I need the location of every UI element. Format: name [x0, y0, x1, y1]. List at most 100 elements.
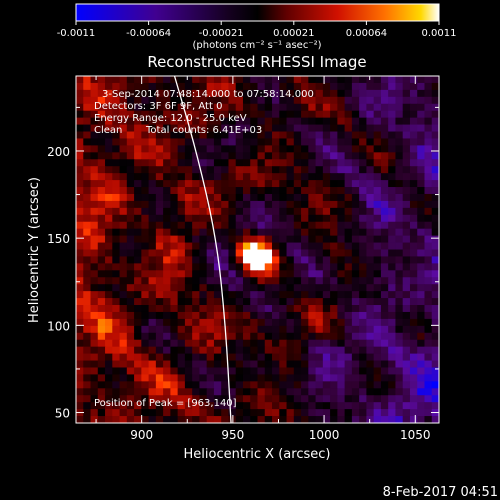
heatmap-cell: [83, 291, 92, 299]
heatmap-cell: [344, 277, 353, 285]
heatmap-cell: [380, 277, 389, 285]
heatmap-cell: [279, 124, 288, 133]
heatmap-cell: [301, 131, 309, 139]
heatmap-cell: [330, 388, 338, 396]
heatmap-cell: [155, 187, 164, 195]
heatmap-cell: [170, 180, 179, 188]
heatmap-cell: [83, 76, 92, 84]
heatmap-cell: [76, 360, 84, 368]
heatmap-cell: [134, 110, 142, 119]
heatmap-cell: [351, 311, 360, 320]
heatmap-cell: [155, 298, 164, 306]
heatmap-cell: [163, 193, 171, 202]
heatmap-cell: [228, 402, 237, 410]
heatmap-cell: [83, 353, 92, 362]
heatmap-cell: [409, 193, 418, 202]
heatmap-cell: [417, 103, 425, 112]
heatmap-cell: [221, 409, 229, 417]
heatmap-cell: [322, 235, 331, 244]
heatmap-cell: [315, 207, 324, 216]
heatmap-cell: [235, 200, 244, 209]
heatmap-cell: [337, 409, 346, 417]
heatmap-cell: [402, 318, 411, 327]
heatmap-cell: [76, 332, 84, 341]
heatmap-cell: [344, 166, 353, 174]
heatmap-cell: [330, 166, 338, 174]
heatmap-cell: [337, 152, 346, 160]
y-tick-label: 150: [47, 232, 70, 246]
heatmap-cell: [155, 388, 164, 396]
heatmap-cell: [264, 318, 273, 327]
heatmap-cell: [417, 284, 425, 292]
heatmap-cell: [163, 298, 171, 306]
heatmap-cell: [141, 96, 150, 105]
heatmap-cell: [228, 110, 237, 119]
heatmap-cell: [242, 249, 251, 257]
heatmap-cell: [184, 131, 193, 139]
heatmap-cell: [373, 166, 382, 174]
heatmap-cell: [330, 402, 338, 410]
heatmap-cell: [417, 152, 425, 160]
heatmap-cell: [409, 395, 418, 403]
heatmap-cell: [322, 145, 331, 153]
heatmap-cell: [192, 256, 200, 264]
heatmap-cell: [155, 138, 164, 146]
heatmap-cell: [97, 263, 106, 271]
heatmap-cell: [337, 298, 346, 306]
heatmap-cell: [315, 124, 324, 133]
heatmap-cell: [119, 305, 128, 313]
heatmap-cell: [170, 193, 179, 202]
heatmap-cell: [351, 416, 360, 423]
heatmap-cell: [351, 298, 360, 306]
heatmap-cell: [380, 249, 389, 257]
heatmap-cell: [301, 332, 309, 341]
heatmap-cell: [105, 96, 113, 105]
heatmap-cell: [330, 187, 338, 195]
heatmap-cell: [395, 388, 404, 396]
heatmap-cell: [170, 353, 179, 362]
heatmap-cell: [402, 159, 411, 167]
heatmap-cell: [105, 200, 113, 209]
heatmap-cell: [250, 214, 258, 223]
heatmap-cell: [126, 173, 135, 181]
heatmap-cell: [97, 200, 106, 209]
heatmap-cell: [286, 367, 295, 375]
heatmap-cell: [242, 187, 251, 195]
heatmap-cell: [351, 82, 360, 91]
heatmap-cell: [264, 187, 273, 195]
heatmap-cell: [272, 228, 280, 237]
heatmap-cell: [170, 298, 179, 306]
heatmap-cell: [177, 311, 186, 320]
heatmap-cell: [126, 221, 135, 230]
heatmap-cell: [279, 263, 288, 271]
heatmap-cell: [330, 381, 338, 389]
heatmap-cell: [242, 256, 251, 264]
heatmap-cell: [395, 381, 404, 389]
heatmap-cell: [417, 187, 425, 195]
heatmap-cell: [351, 76, 360, 84]
heatmap-cell: [242, 402, 251, 410]
heatmap-cell: [322, 221, 331, 230]
heatmap-cell: [315, 110, 324, 119]
heatmap-cell: [112, 249, 121, 257]
heatmap-cell: [199, 242, 208, 250]
heatmap-cell: [431, 152, 439, 160]
heatmap-cell: [308, 339, 317, 348]
heatmap-cell: [177, 256, 186, 264]
heatmap-cell: [315, 416, 324, 423]
heatmap-cell: [126, 374, 135, 382]
heatmap-cell: [257, 193, 266, 202]
heatmap-cell: [373, 89, 382, 98]
heatmap-cell: [351, 353, 360, 362]
heatmap-cell: [359, 180, 367, 188]
heatmap-cell: [155, 263, 164, 271]
heatmap-cell: [417, 235, 425, 244]
heatmap-cell: [250, 138, 258, 146]
heatmap-cell: [184, 360, 193, 368]
heatmap-cell: [141, 228, 150, 237]
heatmap-cell: [293, 166, 302, 174]
heatmap-cell: [293, 360, 302, 368]
heatmap-cell: [315, 339, 324, 348]
heatmap-cell: [431, 96, 439, 105]
heatmap-cell: [424, 131, 433, 139]
